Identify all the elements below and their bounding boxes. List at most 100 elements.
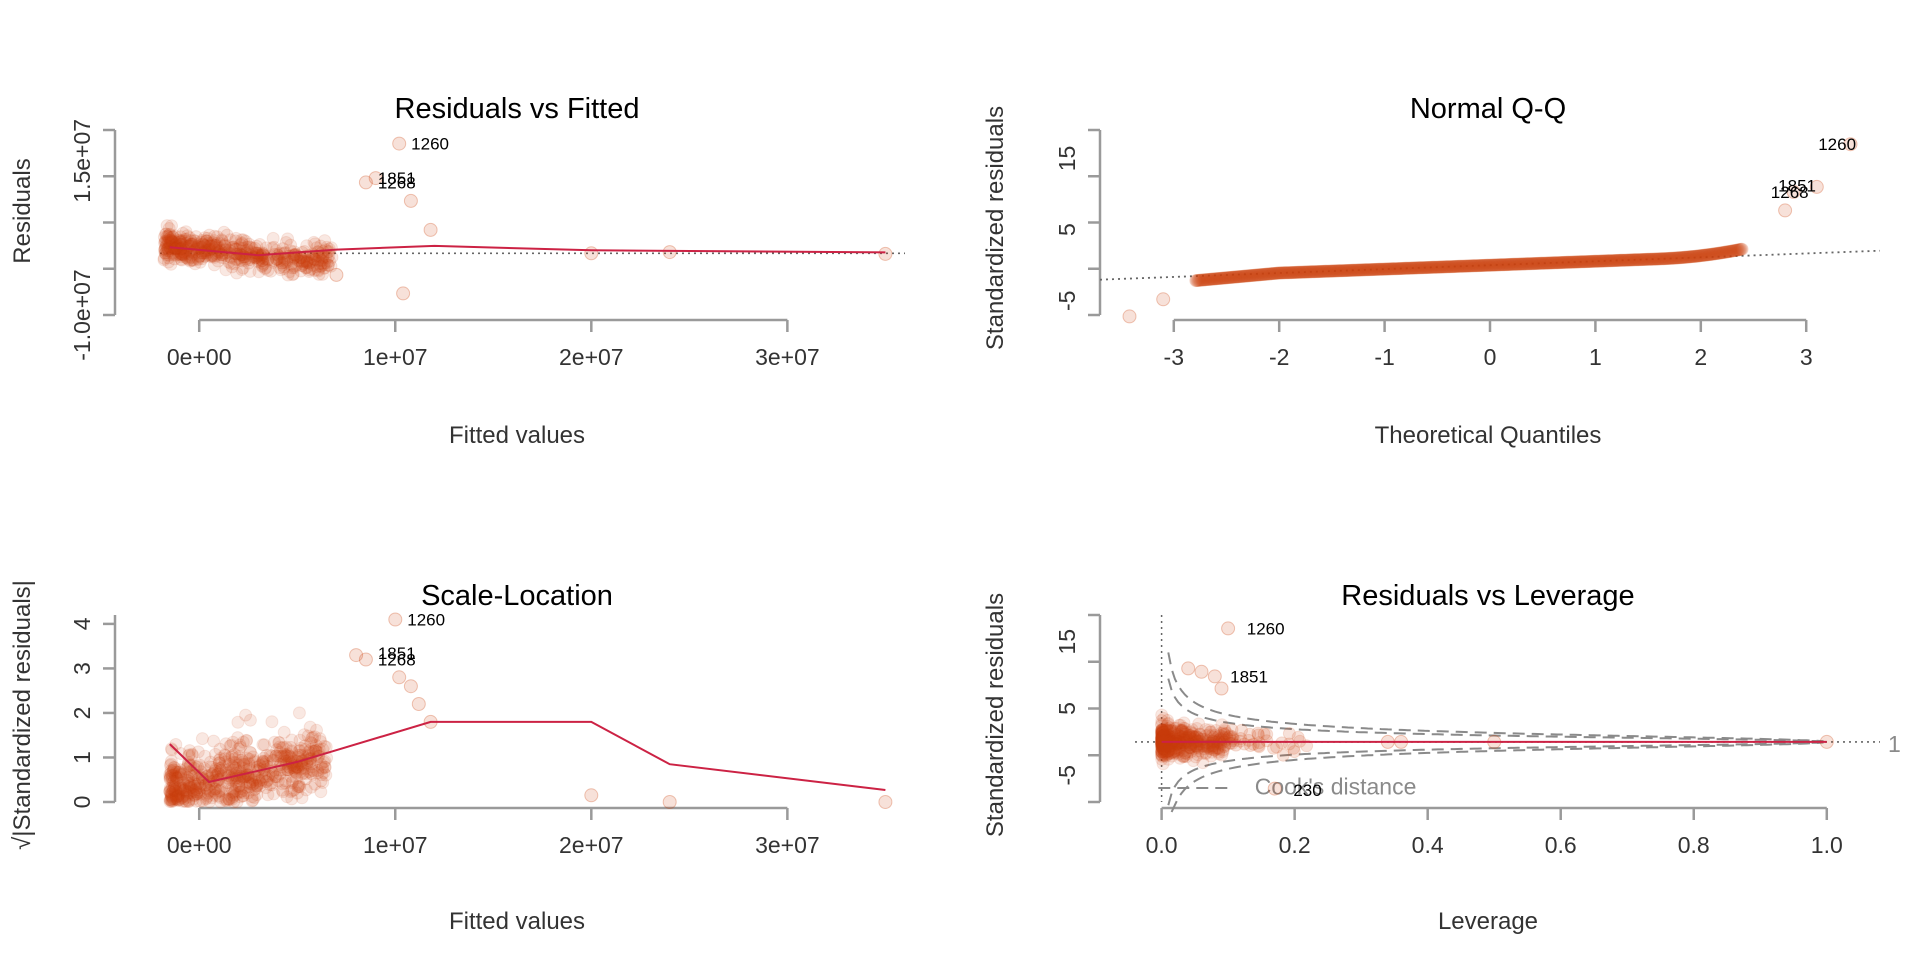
data-point xyxy=(191,253,205,266)
data-point xyxy=(195,235,208,249)
data-point xyxy=(1287,741,1301,755)
data-point xyxy=(159,227,173,241)
chart-title: Residuals vs Fitted xyxy=(395,93,640,125)
data-point xyxy=(210,236,224,250)
data-point xyxy=(161,242,175,256)
data-point xyxy=(183,254,197,268)
data-point xyxy=(1238,269,1252,283)
data-point xyxy=(266,231,280,245)
data-point xyxy=(178,246,192,260)
data-point xyxy=(179,225,193,239)
data-point xyxy=(273,261,287,275)
data-point xyxy=(1265,267,1279,281)
data-point xyxy=(185,251,199,264)
data-point xyxy=(1272,266,1286,280)
data-point xyxy=(276,785,290,799)
data-point xyxy=(287,261,301,274)
data-point xyxy=(1267,267,1281,280)
data-point xyxy=(1266,267,1280,280)
data-point xyxy=(1309,265,1323,279)
x-tick-label: 1e+07 xyxy=(363,832,428,858)
x-tick-label: 0.8 xyxy=(1678,832,1710,858)
data-point xyxy=(217,238,231,252)
data-point xyxy=(1215,271,1229,285)
data-point xyxy=(252,255,266,269)
data-point xyxy=(1245,269,1259,282)
data-point xyxy=(274,263,288,277)
data-point xyxy=(1256,268,1270,281)
data-point xyxy=(1256,268,1269,281)
data-point xyxy=(261,252,275,266)
data-point xyxy=(195,732,209,746)
data-point xyxy=(174,252,188,266)
data-point xyxy=(1289,265,1303,279)
data-point xyxy=(162,248,176,262)
data-point xyxy=(1344,263,1358,277)
data-point xyxy=(1275,266,1289,280)
data-point xyxy=(247,249,260,263)
outlier-points xyxy=(1122,137,1858,324)
data-point xyxy=(235,263,249,276)
x-tick-label: 3e+07 xyxy=(755,344,820,370)
data-point xyxy=(1216,271,1230,285)
outlier-point xyxy=(423,222,438,237)
data-point xyxy=(318,234,332,248)
reference-line xyxy=(1099,249,1881,281)
data-point xyxy=(275,256,289,270)
data-point xyxy=(174,248,188,262)
smoother-line xyxy=(169,244,886,257)
outlier-point xyxy=(403,679,418,694)
data-point xyxy=(311,263,325,277)
data-point xyxy=(1269,266,1283,280)
data-point xyxy=(303,263,317,277)
data-point xyxy=(1276,266,1290,280)
outlier-point xyxy=(392,136,407,151)
data-point xyxy=(271,774,285,788)
data-point xyxy=(161,255,175,269)
data-point xyxy=(243,253,257,266)
data-point xyxy=(1306,265,1320,279)
data-point xyxy=(157,251,171,265)
data-point xyxy=(1190,274,1204,287)
data-point xyxy=(165,242,179,256)
data-point xyxy=(205,239,219,253)
data-point xyxy=(184,237,198,251)
data-point xyxy=(284,238,298,252)
data-point xyxy=(163,236,177,250)
data-point xyxy=(162,222,176,235)
y-tick-label: 1 xyxy=(69,751,95,764)
chart-title: Normal Q-Q xyxy=(1410,93,1566,125)
data-point xyxy=(306,258,320,272)
data-point xyxy=(1349,263,1363,277)
data-point xyxy=(315,257,329,270)
data-point xyxy=(1328,264,1342,278)
outlier-point xyxy=(584,788,599,803)
data-point xyxy=(235,233,249,247)
data-point xyxy=(235,236,249,250)
data-point xyxy=(1338,264,1352,278)
data-point xyxy=(1307,265,1321,279)
cook-level-label: 1 xyxy=(1888,731,1901,757)
data-point xyxy=(314,253,328,267)
data-point xyxy=(193,255,207,269)
x-tick-label: -1 xyxy=(1374,344,1394,370)
data-point xyxy=(242,256,256,270)
outlier-point xyxy=(388,612,403,627)
data-point xyxy=(317,261,331,275)
x-axis-label: Theoretical Quantiles xyxy=(1375,422,1602,449)
data-point xyxy=(1298,265,1312,279)
data-point xyxy=(1347,263,1361,277)
data-point xyxy=(160,246,174,260)
data-point xyxy=(1248,268,1262,282)
data-point xyxy=(1274,266,1288,280)
data-point xyxy=(290,250,303,264)
y-tick-label: 0 xyxy=(69,796,95,809)
data-point xyxy=(1219,271,1233,285)
data-point xyxy=(1214,271,1228,285)
data-point xyxy=(1204,272,1218,286)
data-point xyxy=(300,261,314,274)
data-point xyxy=(255,258,269,272)
data-point xyxy=(215,234,229,248)
data-point xyxy=(1340,264,1353,277)
